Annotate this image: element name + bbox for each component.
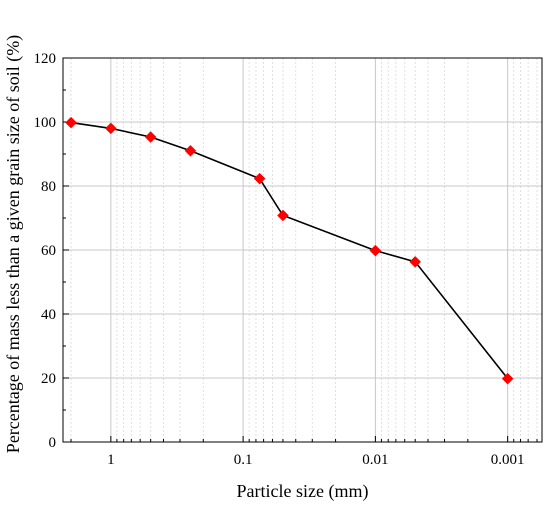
series-line [70, 121, 509, 380]
data-point [65, 116, 77, 129]
y-tick-label: 120 [34, 51, 57, 67]
y-tick-label: 20 [41, 371, 56, 387]
data-series [65, 116, 514, 385]
y-tick-label: 60 [41, 243, 56, 259]
x-tick-label: 1 [107, 452, 115, 468]
y-tick-label: 0 [49, 435, 57, 451]
data-point [409, 255, 422, 268]
data-point [104, 122, 117, 135]
x-tick-label: 0.01 [362, 452, 388, 468]
data-point [277, 209, 289, 222]
grid-lines [63, 58, 542, 442]
y-tick-label: 100 [34, 115, 57, 131]
x-axis-title: Particle size (mm) [237, 481, 369, 502]
y-axis-title: Percentage of mass less than a given gra… [3, 35, 24, 453]
axis-ticks: 1 0.1 0.01 0.001 0 20 40 60 80 100 120 [34, 51, 538, 468]
data-point [501, 372, 514, 385]
x-tick-label: 0.1 [234, 452, 253, 468]
x-tick-label: 0.001 [491, 452, 525, 468]
y-tick-label: 40 [41, 307, 56, 323]
y-tick-label: 80 [41, 179, 56, 195]
data-point [253, 172, 266, 185]
data-point [184, 144, 197, 157]
data-point [369, 244, 382, 257]
data-point [144, 131, 157, 143]
